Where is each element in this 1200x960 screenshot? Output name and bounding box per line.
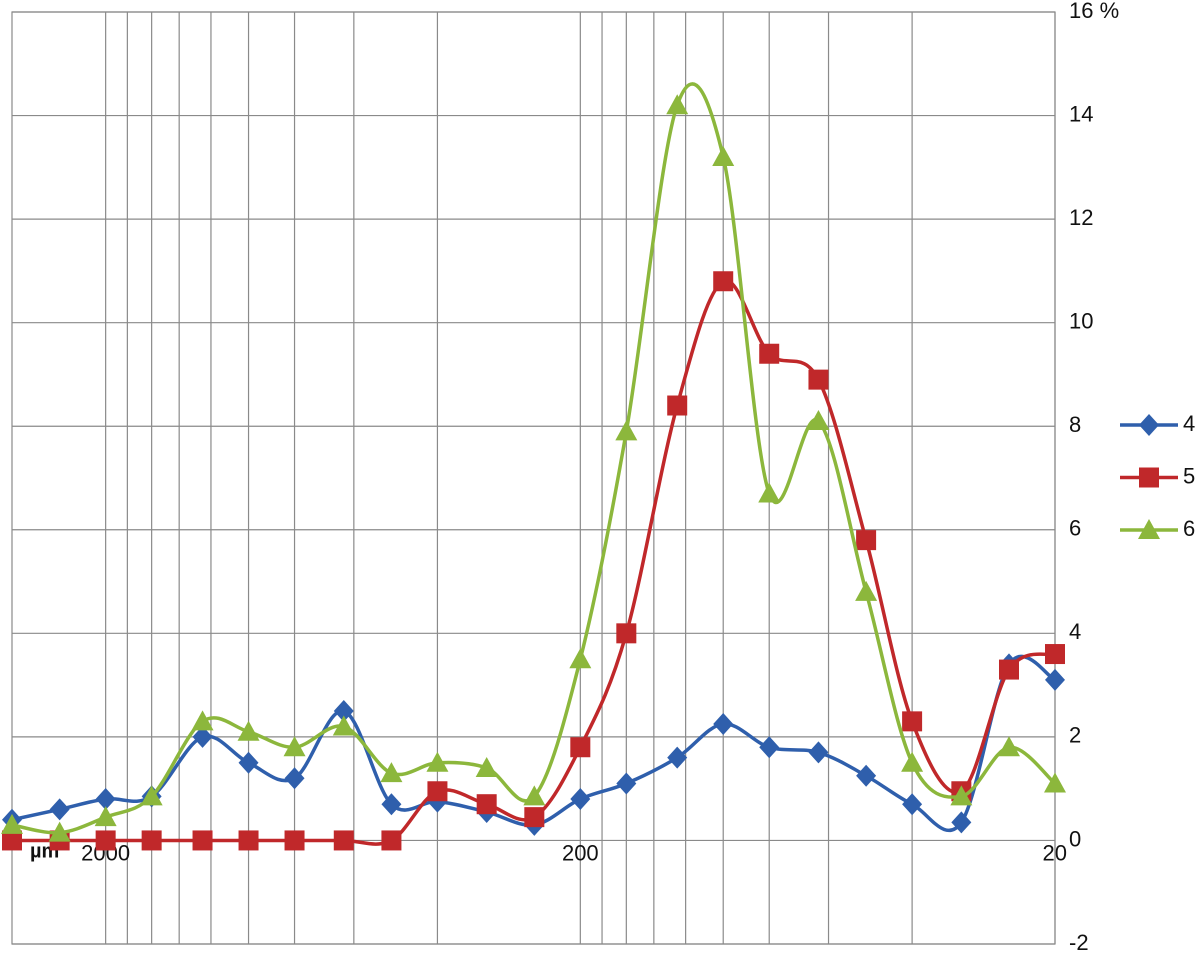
- y-tick-label: 2: [1069, 723, 1081, 748]
- y-tick-label: 6: [1069, 516, 1081, 541]
- marker: [523, 785, 546, 806]
- marker: [1045, 668, 1065, 691]
- marker: [380, 762, 403, 783]
- marker: [998, 659, 1019, 680]
- series-line: [11, 82, 1057, 835]
- marker: [475, 756, 498, 777]
- marker: [49, 798, 70, 821]
- y-tick-label: 12: [1069, 205, 1093, 230]
- x-tick-label: 200: [562, 840, 599, 865]
- marker: [94, 806, 117, 827]
- marker: [192, 725, 213, 748]
- marker: [951, 811, 972, 834]
- marker: [667, 395, 688, 416]
- marker: [758, 482, 781, 503]
- marker: [712, 145, 735, 166]
- marker: [713, 712, 734, 735]
- marker: [192, 830, 213, 851]
- marker: [284, 767, 305, 790]
- marker: [759, 343, 780, 364]
- y-tick-label: 4: [1069, 619, 1081, 644]
- marker: [808, 369, 829, 390]
- marker: [807, 410, 830, 431]
- marker: [997, 736, 1020, 757]
- marker: [333, 830, 354, 851]
- marker: [950, 785, 973, 806]
- marker: [238, 830, 259, 851]
- marker: [427, 781, 448, 802]
- marker: [141, 830, 162, 851]
- series-line: [11, 278, 1056, 846]
- marker: [1139, 414, 1159, 436]
- marker: [95, 788, 116, 811]
- marker: [901, 751, 924, 772]
- marker: [759, 736, 780, 759]
- legend-label: 5: [1183, 463, 1195, 488]
- marker: [48, 821, 71, 842]
- marker: [283, 736, 306, 757]
- legend-item: 4: [1120, 411, 1195, 436]
- marker: [570, 788, 591, 811]
- marker: [332, 715, 355, 736]
- legend-item: 6: [1120, 516, 1195, 541]
- marker: [1138, 519, 1160, 539]
- legend-label: 4: [1183, 411, 1195, 436]
- marker: [713, 271, 734, 292]
- marker: [616, 623, 637, 644]
- marker: [902, 793, 923, 816]
- marker: [666, 94, 689, 115]
- marker: [2, 830, 22, 851]
- marker: [855, 580, 878, 601]
- marker: [140, 785, 163, 806]
- legend-item: 5: [1120, 463, 1195, 488]
- marker: [856, 530, 877, 551]
- marker: [667, 746, 688, 769]
- marker: [616, 772, 637, 795]
- marker: [1, 813, 23, 834]
- marker: [808, 741, 829, 764]
- plot-border: [11, 11, 1056, 945]
- y-tick-label: 10: [1069, 308, 1093, 333]
- marker: [284, 830, 305, 851]
- legend-label: 6: [1183, 516, 1195, 541]
- grid: [12, 11, 1056, 945]
- marker: [856, 764, 877, 787]
- marker: [524, 807, 545, 828]
- marker: [381, 830, 402, 851]
- marker: [238, 751, 259, 774]
- marker: [333, 700, 354, 722]
- marker: [569, 648, 592, 669]
- marker: [381, 793, 402, 816]
- marker: [95, 830, 116, 851]
- marker: [237, 720, 260, 741]
- marker: [1045, 644, 1065, 665]
- marker: [570, 737, 591, 758]
- y-tick-label: 0: [1069, 826, 1081, 851]
- marker: [615, 420, 638, 441]
- y-tick-label: 14: [1069, 101, 1093, 126]
- y-tick-label: 16 %: [1069, 0, 1119, 23]
- marker: [476, 794, 497, 815]
- y-tick-label: 8: [1069, 412, 1081, 437]
- marker: [426, 751, 449, 772]
- y-tick-label: -2: [1069, 930, 1089, 955]
- marker: [191, 710, 214, 731]
- marker: [1044, 772, 1066, 793]
- marker: [902, 711, 923, 732]
- marker: [1139, 467, 1159, 488]
